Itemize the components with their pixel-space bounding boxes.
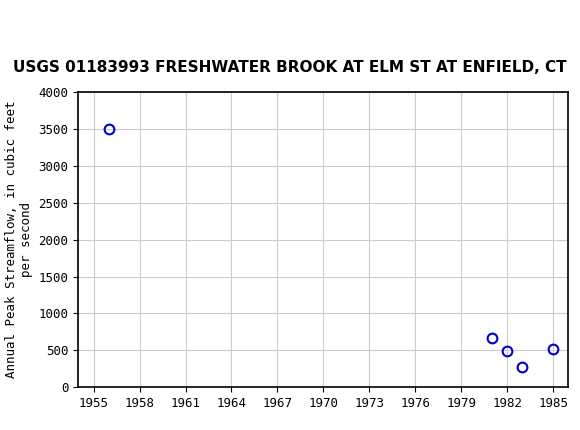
Text: ▒: ▒ bbox=[9, 8, 26, 41]
Y-axis label: Annual Peak Streamflow, in cubic feet
per second: Annual Peak Streamflow, in cubic feet pe… bbox=[5, 101, 33, 378]
Text: USGS 01183993 FRESHWATER BROOK AT ELM ST AT ENFIELD, CT: USGS 01183993 FRESHWATER BROOK AT ELM ST… bbox=[13, 60, 567, 75]
Text: USGS: USGS bbox=[46, 15, 115, 35]
